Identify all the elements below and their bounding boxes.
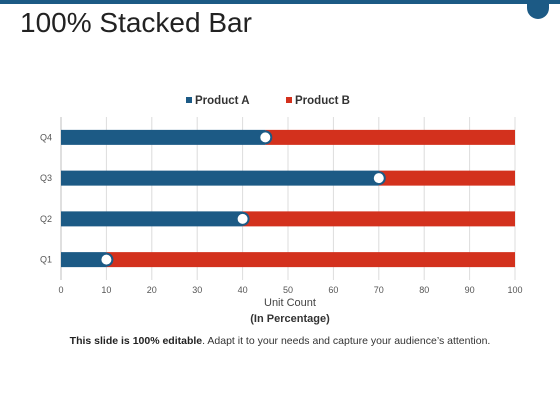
x-tick-label: 30 [192,285,202,295]
caption-bold: This slide is 100% editable [69,335,203,347]
x-axis-title: Unit Count [264,297,316,309]
y-tick-label: Q1 [40,255,52,265]
legend-swatch-series-1 [186,97,192,103]
legend-swatch-series-2 [286,97,292,103]
bar-q2-series-1 [61,211,243,227]
boundary-marker [235,211,250,226]
top-accent-bar [0,0,560,4]
legend-label-series-2: Product B [295,95,350,107]
slide-title: 100% Stacked Bar [20,7,252,38]
legend-label-series-1: Product A [195,95,250,107]
slide-caption: This slide is 100% editable. Adapt it to… [0,335,560,347]
x-tick-label: 0 [58,285,63,295]
top-accent-tab [527,0,549,19]
x-tick-label: 10 [101,285,111,295]
boundary-marker [99,252,114,267]
x-tick-label: 70 [374,285,384,295]
y-tick-label: Q2 [40,214,52,224]
bar-q1-series-1 [61,252,107,268]
boundary-marker [371,171,386,186]
x-axis-subtitle: (In Percentage) [250,313,330,325]
bar-q1-series-2 [106,252,516,268]
x-tick-label: 90 [465,285,475,295]
bar-q3-series-1 [61,170,379,186]
caption-text: . Adapt it to your needs and capture you… [202,335,491,347]
y-tick-label: Q4 [40,132,52,142]
x-tick-label: 60 [328,285,338,295]
bar-q2-series-2 [242,211,515,227]
x-tick-label: 40 [238,285,248,295]
x-tick-label: 20 [147,285,157,295]
bar-q4-series-1 [61,129,266,145]
bar-q4-series-2 [265,129,515,145]
x-tick-label: 100 [507,285,522,295]
x-tick-label: 80 [419,285,429,295]
bar-q3-series-2 [378,170,515,186]
y-tick-label: Q3 [40,173,52,183]
x-tick-label: 50 [283,285,293,295]
boundary-marker [258,130,273,145]
